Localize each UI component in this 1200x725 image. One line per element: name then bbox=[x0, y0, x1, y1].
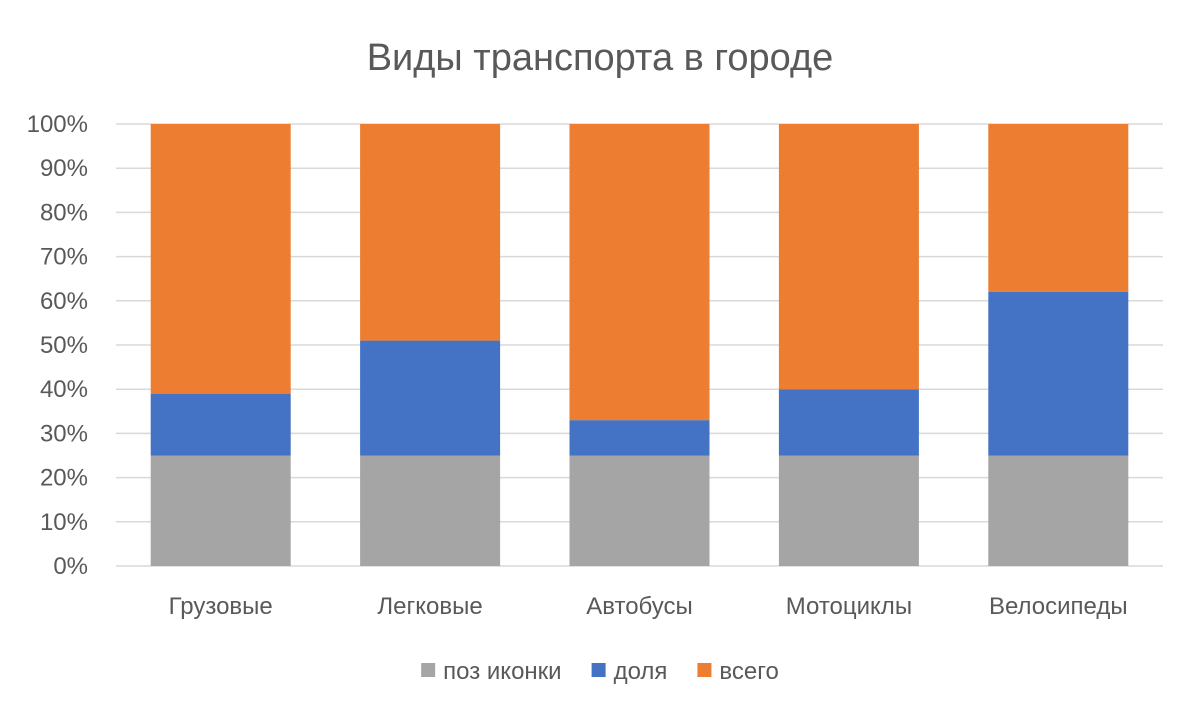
bar-segment bbox=[778, 124, 919, 390]
y-tick-label: 20% bbox=[40, 465, 88, 492]
legend-item: доля bbox=[591, 658, 668, 685]
bar-segment bbox=[360, 455, 501, 566]
bar-segment bbox=[569, 420, 710, 456]
y-tick-label: 30% bbox=[40, 420, 88, 447]
legend-swatch bbox=[421, 663, 436, 677]
bar-segment bbox=[569, 124, 710, 421]
y-tick-label: 70% bbox=[40, 244, 88, 271]
y-tick-label: 90% bbox=[40, 155, 88, 182]
x-category-label: Мотоциклы bbox=[786, 593, 912, 620]
bar-segment bbox=[569, 455, 710, 566]
bar-segment bbox=[360, 124, 501, 341]
bar-segment bbox=[360, 340, 501, 456]
y-tick-label: 80% bbox=[40, 199, 88, 226]
bar-segment bbox=[778, 389, 919, 456]
y-tick-label: 100% bbox=[27, 111, 88, 138]
legend-label: поз иконки bbox=[443, 658, 561, 685]
legend-item: всего bbox=[697, 658, 779, 685]
legend-swatch bbox=[591, 663, 606, 677]
bars bbox=[150, 124, 1129, 566]
x-category-label: Легковые bbox=[377, 593, 482, 620]
y-tick-label: 10% bbox=[40, 509, 88, 536]
y-axis-tick-labels: 0% 10% 20% 30% 40% 50% 60% 70% 80% 90% 100% bbox=[27, 111, 88, 580]
y-tick-label: 50% bbox=[40, 332, 88, 359]
bar-segment bbox=[988, 455, 1129, 566]
chart-title: Виды транспорта в городе bbox=[367, 37, 834, 79]
y-tick-label: 40% bbox=[40, 376, 88, 403]
legend: поз иконки доля всего bbox=[421, 658, 779, 685]
legend-swatch bbox=[697, 663, 712, 677]
bar-segment bbox=[988, 124, 1129, 292]
bar-segment bbox=[150, 124, 291, 394]
y-tick-label: 60% bbox=[40, 288, 88, 315]
legend-label: доля bbox=[614, 658, 668, 685]
y-tick-label: 0% bbox=[53, 553, 88, 580]
x-category-label: Грузовые bbox=[169, 593, 273, 620]
legend-label: всего bbox=[719, 658, 778, 685]
bar-segment bbox=[150, 455, 291, 566]
bar-segment bbox=[988, 291, 1129, 456]
x-axis-category-labels: Грузовые Легковые Автобусы Мотоциклы Велосип… bbox=[169, 593, 1128, 620]
legend-item: поз иконки bbox=[421, 658, 562, 685]
bar-segment bbox=[150, 393, 291, 456]
bar-segment bbox=[778, 455, 919, 566]
x-category-label: Автобусы bbox=[586, 593, 693, 620]
x-category-label: Велосипеды bbox=[989, 593, 1128, 620]
